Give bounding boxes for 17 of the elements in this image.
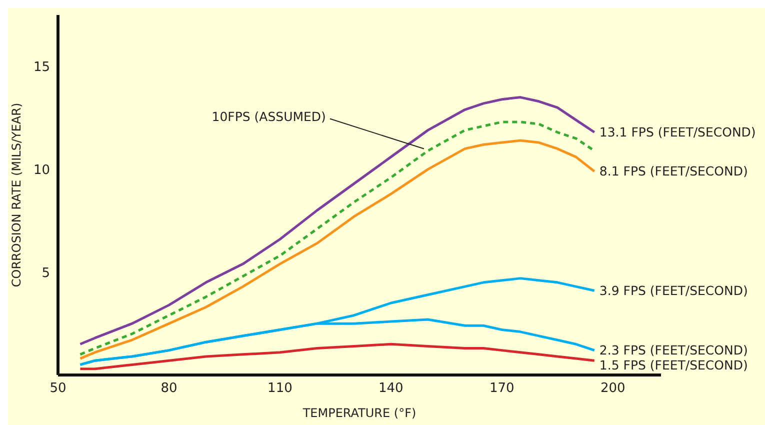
y-tick-label: 15 (33, 60, 50, 76)
x-tick-label: 200 (600, 381, 626, 396)
x-tick-label: 50 (50, 381, 66, 396)
series-label: 13.1 FPS (FEET/SECOND) (599, 124, 756, 140)
text: 10FPS (ASSUMED) (212, 109, 326, 124)
y-axis-title: CORROSION RATE (MILS/YEAR) (9, 102, 24, 288)
x-tick-label: 170 (490, 381, 514, 396)
series-label: 2.3 FPS (FEET/SECOND) (599, 342, 748, 358)
x-tick-label: 140 (378, 381, 404, 396)
y-tick-label: 10 (33, 162, 50, 178)
y-tick-label: 5 (42, 266, 50, 281)
series-label: 8.1 FPS (FEET/SECOND) (599, 164, 748, 179)
series-label: 1.5 FPS (FEET/SECOND) (599, 358, 748, 373)
x-tick-label: 110 (268, 381, 292, 396)
x-tick-label: 80 (160, 381, 178, 396)
series-label: 3.9 FPS (FEET/SECOND) (599, 283, 748, 298)
x-axis-title: TEMPERATURE (°F) (302, 406, 416, 420)
